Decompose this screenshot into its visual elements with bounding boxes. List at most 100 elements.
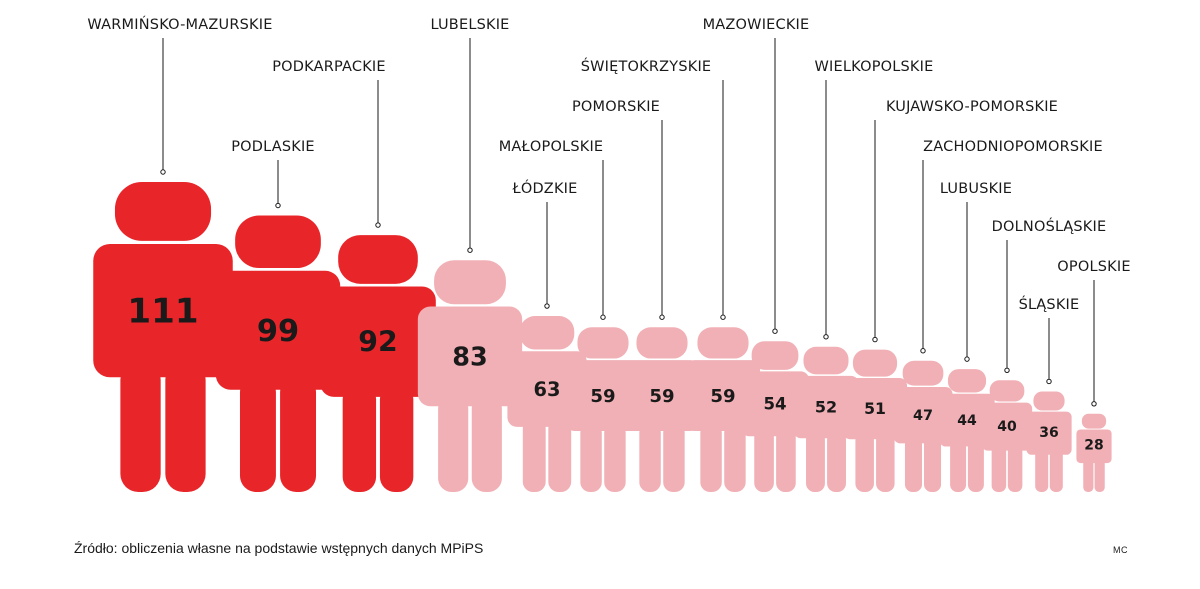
region-label: LUBELSKIE — [430, 17, 509, 33]
figure-warminsko-mazurskie — [93, 182, 233, 492]
region-label: PODLASKIE — [231, 139, 315, 155]
figure-head — [947, 369, 987, 393]
figure-leg-right — [165, 361, 206, 492]
value-label: 40 — [997, 419, 1017, 435]
leader-dot — [1091, 401, 1097, 407]
leader-dot — [720, 314, 726, 320]
figure-body — [624, 360, 700, 432]
figure-leg-left — [342, 384, 377, 492]
value-label: 59 — [710, 386, 735, 407]
figure-slaskie — [1026, 391, 1072, 492]
leader-dot — [872, 336, 878, 343]
value-label: 52 — [815, 398, 837, 417]
figure-leg-right — [1094, 459, 1105, 492]
figure-leg-right — [776, 428, 796, 492]
author-initials: MC — [1113, 545, 1128, 555]
figure-body — [893, 386, 953, 444]
value-label: 44 — [957, 413, 977, 429]
figure-leg-left — [120, 361, 161, 492]
figure-leg-right — [967, 440, 984, 492]
figure-body — [565, 360, 641, 432]
figure-body — [842, 378, 908, 440]
figure-body — [93, 244, 233, 378]
figure-head — [697, 327, 749, 359]
figure-leg-left — [855, 432, 874, 492]
region-label: WIELKOPOLSKIE — [815, 59, 934, 75]
figure-body — [981, 402, 1033, 451]
figure-dolnoslaskie — [981, 380, 1033, 492]
leader-dot — [544, 303, 550, 309]
leader-dot — [600, 314, 606, 320]
leader-lines-layer — [160, 38, 1097, 407]
figure-wielkopolskie — [793, 346, 859, 492]
value-label: 99 — [257, 314, 299, 349]
figure-leg-left — [904, 436, 923, 492]
figure-head — [902, 360, 944, 386]
value-label: 54 — [763, 395, 786, 414]
leader-dot — [1004, 367, 1010, 373]
value-label: 51 — [864, 399, 886, 418]
figure-body — [215, 270, 341, 390]
figures-layer: 111 99 92 83 63 59 59 59 54 52 51 47 44 40 36 28 — [93, 182, 1112, 492]
figure-malopolskie — [565, 327, 641, 492]
figure-leg-left — [806, 431, 825, 492]
leader-dot — [375, 222, 381, 228]
value-label: 59 — [649, 386, 674, 407]
figure-head — [751, 341, 799, 370]
figure-podkarpackie — [320, 235, 436, 492]
value-label: 111 — [127, 292, 198, 332]
figure-leg-left — [639, 422, 661, 492]
figure-mazowieckie — [741, 341, 809, 492]
figure-body — [417, 306, 523, 407]
figure-leg-right — [923, 436, 942, 492]
leader-dot — [160, 169, 166, 175]
figure-head — [1033, 391, 1065, 411]
figure-opolskie — [1076, 413, 1112, 492]
value-label: 63 — [534, 378, 561, 401]
figure-leg-left — [239, 375, 276, 492]
region-label: ZACHODNIOPOMORSKIE — [923, 139, 1103, 155]
figure-body — [793, 375, 859, 439]
region-label: KUJAWSKO-POMORSKIE — [886, 99, 1058, 115]
region-label: OPOLSKIE — [1057, 259, 1130, 275]
figure-body — [1026, 411, 1072, 455]
region-label: DOLNOŚLĄSKIE — [992, 217, 1107, 235]
figure-leg-right — [379, 384, 414, 492]
value-label: 92 — [358, 326, 397, 359]
figure-leg-right — [471, 394, 502, 492]
figure-leg-right — [604, 422, 626, 492]
region-label: POMORSKIE — [572, 99, 660, 115]
figure-head — [519, 316, 575, 350]
region-label: PODKARPACKIE — [272, 59, 386, 75]
figure-leg-left — [950, 440, 967, 492]
value-label: 83 — [452, 342, 488, 372]
figure-leg-left — [991, 445, 1007, 492]
figure-leg-right — [280, 375, 317, 492]
figure-lubuskie — [939, 369, 995, 492]
leader-dot — [275, 202, 281, 209]
figure-leg-left — [700, 422, 722, 492]
figure-head — [434, 260, 506, 305]
value-label: 59 — [590, 386, 615, 407]
figure-head — [114, 182, 212, 241]
figure-podlaskie — [215, 215, 341, 492]
figure-head — [803, 346, 849, 375]
leader-dot — [920, 348, 926, 354]
region-label: ŚLĄSKIE — [1019, 295, 1080, 313]
region-label: MAŁOPOLSKIE — [499, 139, 604, 155]
value-label: 47 — [913, 408, 933, 424]
figure-pomorskie — [624, 327, 700, 492]
leader-dot — [964, 356, 970, 362]
figure-body — [939, 393, 995, 447]
figure-body — [741, 371, 809, 437]
figure-leg-right — [1007, 445, 1023, 492]
figure-zachodniopomorskie — [893, 360, 953, 492]
figure-head — [235, 215, 321, 269]
region-label: ŚWIĘTOKRZYSKIE — [581, 57, 712, 75]
figure-leg-right — [827, 431, 846, 492]
figure-leg-right — [548, 418, 572, 492]
figure-head — [636, 327, 688, 359]
figure-leg-right — [663, 422, 685, 492]
value-label: 28 — [1084, 437, 1103, 453]
region-label: MAZOWIECKIE — [703, 17, 810, 33]
